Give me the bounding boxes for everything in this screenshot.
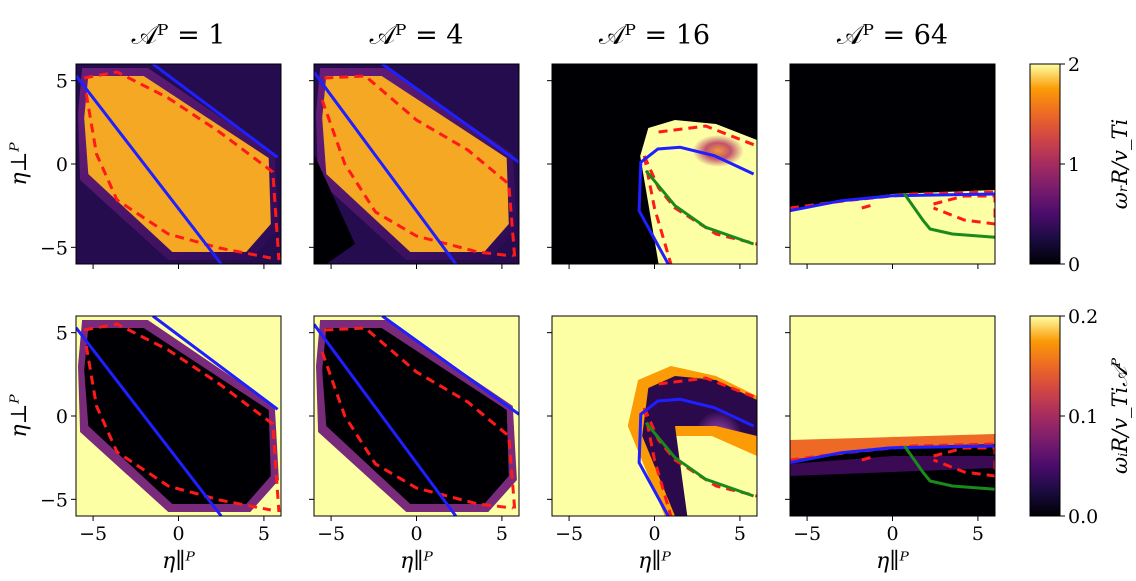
blue-curve (637, 397, 755, 516)
panel-title: 𝒜ᴾ = 64 (837, 20, 948, 51)
panel-plot-area (76, 316, 281, 516)
panel-title: 𝒜ᴾ = 4 (370, 20, 464, 51)
x-tick-label: −5 (555, 523, 583, 545)
colorbar-0: 0 1 2 ωᵣR/v_Ti (1029, 54, 1132, 276)
red-dashed-contour (642, 155, 757, 246)
red-dashed-contour (658, 124, 757, 148)
red-dashed-contour (642, 407, 757, 498)
heatmap-edge (790, 456, 995, 476)
panel-plot-area (790, 64, 995, 264)
blue-curve (76, 326, 223, 516)
y-axis-label: η⊥ᴾ (7, 394, 32, 438)
panel-plot-area (314, 64, 519, 264)
panel-r0-c3: 𝒜ᴾ = 64 (785, 20, 996, 269)
panel-r1-c1: −5 0 5 η∥ᴾ (309, 315, 520, 574)
x-tick-label: −5 (317, 523, 345, 545)
colorbar-tick-label: 1 (1068, 154, 1080, 176)
blue-curve (790, 444, 995, 465)
blue-curve (637, 145, 755, 264)
colorbar-gradient (1029, 315, 1061, 517)
heatmap-region (790, 190, 995, 264)
red-dashed-contour (320, 99, 513, 258)
red-dashed-contour (83, 70, 281, 261)
colorbar-tick-label: 0.0 (1068, 506, 1098, 528)
x-tick-label: 5 (734, 523, 746, 545)
y-axis-label: η⊥ᴾ (7, 142, 32, 186)
x-tick-label: 5 (496, 523, 508, 545)
panel-r1-c2: −5 0 5 η∥ᴾ (547, 315, 758, 574)
y-tick-label: 5 (56, 323, 68, 345)
red-dashed-contour (84, 93, 272, 260)
panel-plot-area (552, 316, 757, 516)
blue-curve (76, 74, 223, 264)
blue-curve (314, 71, 458, 264)
panel-title: 𝒜ᴾ = 1 (132, 20, 226, 51)
colorbar-tick-label: 2 (1068, 54, 1080, 76)
red-dashed-contour (84, 345, 272, 512)
x-tick-label: 5 (972, 523, 984, 545)
panels-layer: −5 0 5 η⊥ᴾ 𝒜ᴾ = 1 𝒜ᴾ = 4 𝒜ᴾ = 16 𝒜ᴾ = 64 −5 0 5 −5 0… (7, 20, 996, 574)
red-dashed-contour (324, 74, 517, 261)
green-curve (903, 445, 995, 491)
x-axis-label: η∥ᴾ (638, 549, 671, 574)
heatmap-core (642, 376, 757, 516)
colorbar-gradient (1029, 63, 1061, 265)
y-tick-label: 0 (56, 406, 68, 428)
blue-curve (790, 192, 995, 213)
panel-r0-c1: 𝒜ᴾ = 4 (309, 20, 520, 269)
panel-plot-area (314, 316, 519, 516)
heatmap-hotspot (654, 124, 757, 188)
panel-plot-area (76, 64, 281, 264)
red-dashed-contour (83, 322, 281, 513)
red-dashed-contour (861, 454, 877, 462)
red-dashed-contour (324, 326, 517, 513)
x-axis-label: η∥ᴾ (162, 549, 195, 574)
x-tick-label: −5 (79, 523, 107, 545)
x-tick-label: 5 (258, 523, 270, 545)
text-layer: 0 1 2 ωᵣR/v_Ti 0.0 0.1 0.2 ωᵢR/v_Ti𝒜ᴾ (1029, 54, 1132, 528)
panel-plot-area (552, 64, 757, 264)
y-tick-label: −5 (40, 489, 68, 511)
colorbar-tick-label: 0.2 (1068, 306, 1098, 328)
x-tick-label: −5 (793, 523, 821, 545)
red-dashed-contour (658, 376, 757, 400)
green-curve (644, 169, 755, 246)
x-axis-label: η∥ᴾ (876, 549, 909, 574)
panel-r1-c3: −5 0 5 η∥ᴾ (785, 315, 996, 574)
blue-curve (381, 316, 519, 416)
red-dashed-contour (932, 446, 995, 478)
panel-r0-c0: −5 0 5 η⊥ᴾ 𝒜ᴾ = 1 (7, 20, 282, 269)
green-curve (644, 421, 755, 498)
colorbar-label: ωᵢR/v_Ti𝒜ᴾ (1108, 357, 1132, 474)
red-dashed-contour (861, 202, 877, 210)
x-tick-label: 0 (648, 523, 660, 545)
green-curve (903, 193, 995, 239)
red-dashed-contour (932, 194, 995, 226)
y-tick-label: 5 (56, 71, 68, 93)
x-tick-label: 0 (886, 523, 898, 545)
blue-curve (314, 323, 458, 516)
heatmap-band (322, 76, 509, 252)
panel-r0-c2: 𝒜ᴾ = 16 (547, 20, 758, 269)
panel-r1-c0: −5 0 5 −5 0 5 η∥ᴾ η⊥ᴾ (7, 315, 282, 574)
panel-title: 𝒜ᴾ = 16 (599, 20, 710, 51)
x-axis-label: η∥ᴾ (400, 549, 433, 574)
panel-plot-area (790, 316, 995, 516)
x-tick-label: 0 (410, 523, 422, 545)
y-tick-label: −5 (40, 237, 68, 259)
colorbar-1: 0.0 0.1 0.2 ωᵢR/v_Ti𝒜ᴾ (1029, 306, 1132, 528)
blue-curve (381, 64, 519, 164)
blue-curve (152, 64, 279, 159)
colorbar-tick-label: 0.1 (1068, 406, 1098, 428)
heatmap-dark-corner (314, 154, 355, 264)
red-dashed-contour (320, 351, 513, 510)
colorbar-tick-label: 0 (1068, 254, 1080, 276)
y-tick-label: 0 (56, 154, 68, 176)
x-tick-label: 0 (172, 523, 184, 545)
colorbar-label: ωᵣR/v_Ti (1108, 119, 1132, 209)
blue-curve (152, 316, 279, 411)
heatmap-core-inner (330, 340, 499, 476)
